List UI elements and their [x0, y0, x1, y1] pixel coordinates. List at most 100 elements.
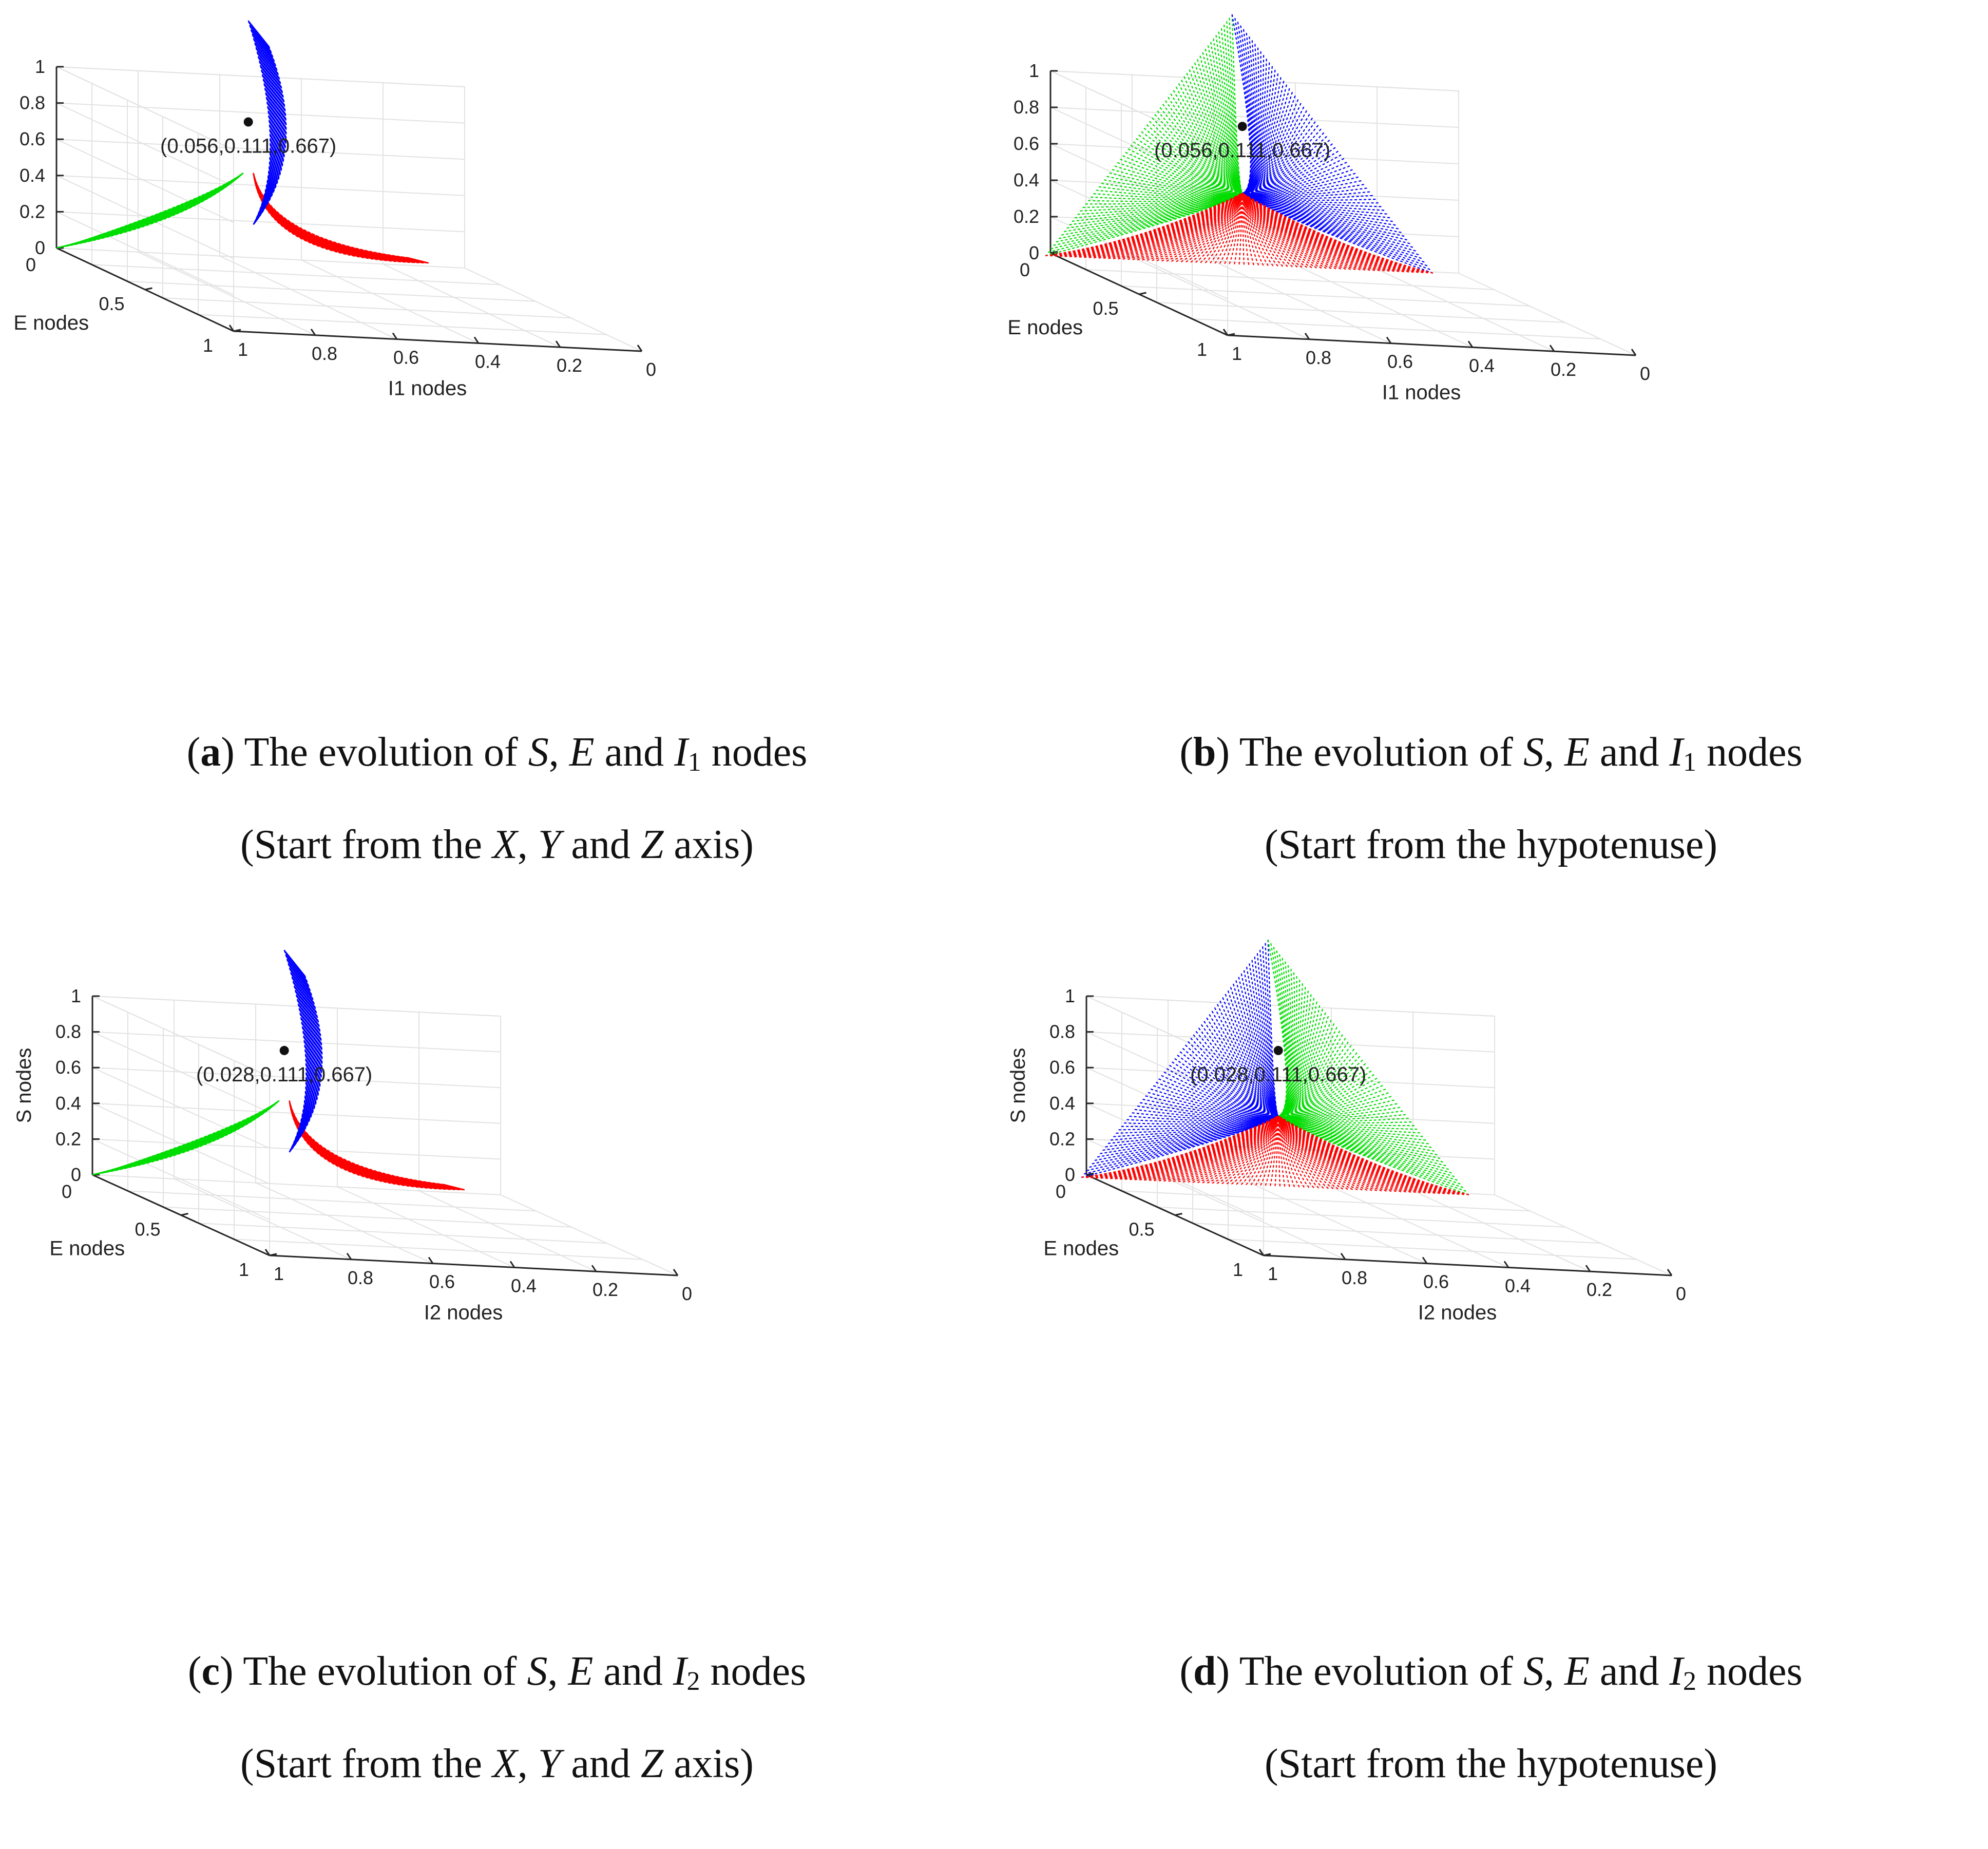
- b-trajectory-edge-left-top: [1117, 162, 1243, 195]
- d-trajectory-edge-top-right: [1278, 1016, 1329, 1117]
- a-yticklabel-2: 1: [203, 335, 213, 356]
- b-trajectory-edge-left-top: [1138, 135, 1243, 195]
- c-xtick-0: [673, 1269, 679, 1276]
- d-trajectory-edge-top-right: [1277, 1115, 1469, 1196]
- panel-d: 0 0.2 0.4 0.6 0.8 1 0 0.5 1 0 0.2 0.4 0.6 0.8 1 S nodes…: [994, 924, 1988, 1848]
- b-zticklabel-2: 0.4: [1014, 169, 1039, 190]
- a-trajectory-green: [66, 173, 244, 246]
- c-ygrid-floor-1: [127, 1190, 537, 1212]
- d-trajectory-edge-top-right: [1278, 1110, 1403, 1120]
- c-xgrid-floor-2: [255, 1182, 433, 1264]
- a-trajectory-green: [77, 173, 244, 244]
- d-trajectory-edge-bottom: [1115, 1115, 1279, 1180]
- d-xtick-4: [1340, 1252, 1346, 1260]
- c-zticklabel-5: 1: [71, 985, 81, 1006]
- d-trajectory-edge-bottom: [1240, 1116, 1279, 1185]
- b-trajectory-edge-left-top: [1215, 35, 1243, 194]
- c-xticklabel-3: 0.6: [429, 1271, 455, 1292]
- b-trajectory-edge-bottom: [1098, 193, 1243, 259]
- b-trajectory-edge-left-top: [1085, 193, 1243, 205]
- d-trajectory-edge-top-right: [1277, 1115, 1455, 1177]
- c-trajectory-green: [94, 1100, 280, 1175]
- a-zgrid-2: [56, 175, 465, 259]
- b-floor-edge: [1227, 273, 1636, 356]
- d-trajectory-edge-left-top: [1262, 946, 1279, 1117]
- d-trajectory-edge-bottom: [1269, 1116, 1279, 1186]
- a-ygrid-floor-3: [162, 297, 571, 319]
- a-trajectory-green: [64, 173, 244, 247]
- d-ygrid-floor-1: [1121, 1190, 1531, 1212]
- d-xticklabel-4: 0.8: [1342, 1267, 1367, 1288]
- a-series-green: [56, 173, 244, 249]
- c-trajectory-green: [95, 1100, 280, 1175]
- d-yticklabel-1: 0.5: [1129, 1219, 1154, 1240]
- b-trajectory-edge-bottom: [1241, 193, 1259, 266]
- d-zticklabel-2: 0.4: [1049, 1093, 1075, 1114]
- d-yticklabel-2: 1: [1233, 1259, 1243, 1280]
- d-trajectory-edge-left-top: [1100, 1115, 1279, 1154]
- b-trajectory-edge-top-right: [1242, 55, 1265, 194]
- c-ylabel: E nodes: [49, 1237, 125, 1260]
- b-trajectory-edge-bottom: [1241, 193, 1351, 270]
- b-trajectory-edge-top-right: [1242, 66, 1273, 194]
- b-ygrid-floor-2: [1121, 285, 1530, 307]
- d-trajectory-edge-bottom: [1277, 1116, 1310, 1188]
- d-trajectory-edge-left-top: [1182, 1047, 1279, 1117]
- b-trajectory-edge-bottom: [1241, 193, 1370, 271]
- c-zgrid-1: [92, 1138, 501, 1221]
- a-ygrid-floor-1: [91, 264, 501, 285]
- c-ygrid-floor-3: [198, 1223, 607, 1244]
- a-xtick-1: [555, 340, 561, 348]
- b-trajectory-edge-top-right: [1242, 161, 1347, 195]
- d-trajectory-edge-left-top: [1177, 1055, 1279, 1117]
- d-trajectory-edge-top-right: [1278, 994, 1312, 1117]
- c-trajectory-green: [93, 1100, 280, 1175]
- caption-d-line1: (d) The evolution of S, E and I2 nodes: [1179, 1649, 1803, 1696]
- b-trajectory-edge-bottom: [1241, 193, 1312, 269]
- d-trajectory-edge-top-right: [1278, 1026, 1337, 1117]
- c-trajectory-green: [93, 1100, 280, 1175]
- b-trajectory-edge-bottom: [1079, 193, 1243, 258]
- d-trajectory-edge-bottom: [1278, 1115, 1455, 1195]
- d-trajectory-edge-top-right: [1278, 1115, 1421, 1134]
- b-trajectory-edge-bottom: [1055, 193, 1243, 257]
- c-ytick-1: [181, 1213, 188, 1216]
- d-trajectory-edge-top-right: [1277, 1115, 1452, 1174]
- a-wall-ox: [56, 66, 465, 269]
- b-trajectory-edge-bottom: [1127, 193, 1243, 260]
- a-equilibrium-label: (0.056,0.111,0.667): [160, 135, 336, 158]
- d-trajectory-edge-bottom: [1260, 1116, 1279, 1186]
- b-trajectory-edge-left-top: [1112, 169, 1243, 196]
- a-xtick-5: [228, 325, 235, 332]
- b-trajectory-edge-left-top: [1045, 193, 1243, 257]
- b-xticklabel-0: 0: [1640, 363, 1650, 384]
- d-zticklabel-4: 0.8: [1049, 1021, 1075, 1042]
- b-trajectory-edge-bottom: [1242, 193, 1424, 274]
- b-trajectory-edge-left-top: [1152, 117, 1242, 194]
- b-trajectory-edge-left-top: [1047, 193, 1243, 253]
- a-xgrid-floor-2: [219, 255, 397, 340]
- d-trajectory-edge-bottom: [1277, 1116, 1320, 1189]
- d-trajectory-edge-bottom: [1236, 1116, 1279, 1185]
- a-trajectory-green: [66, 173, 244, 246]
- caption-b-line2: (Start from the hypotenuse): [1265, 822, 1717, 867]
- b-trajectory-edge-left-top: [1143, 127, 1243, 195]
- c-xgrid-floor-4: [418, 1190, 597, 1272]
- c-zticklabel-1: 0.2: [55, 1128, 81, 1149]
- d-trajectory-edge-top-right: [1278, 1084, 1383, 1118]
- c-zgrid-2: [92, 1102, 501, 1185]
- a-zticklabel-1: 0.2: [20, 201, 45, 222]
- c-xticklabel-1: 0.2: [592, 1279, 618, 1300]
- c-xticklabel-0: 0: [682, 1283, 692, 1304]
- a-trajectory-blue: [253, 34, 279, 225]
- d-trajectory-edge-bottom: [1278, 1115, 1469, 1196]
- b-trajectory-edge-left-top: [1120, 158, 1243, 195]
- a-trajectory-blue: [253, 46, 287, 225]
- b-trajectory-edge-left-top: [1149, 121, 1242, 194]
- b-trajectory-edge-bottom: [1166, 193, 1243, 262]
- b-trajectory-edge-top-right: [1242, 91, 1293, 194]
- a-x-axis: [233, 330, 642, 352]
- d-trajectory-edge-left-top: [1083, 1115, 1279, 1175]
- c-xticklabel-2: 0.4: [511, 1275, 537, 1296]
- a-floor-edge: [233, 268, 642, 352]
